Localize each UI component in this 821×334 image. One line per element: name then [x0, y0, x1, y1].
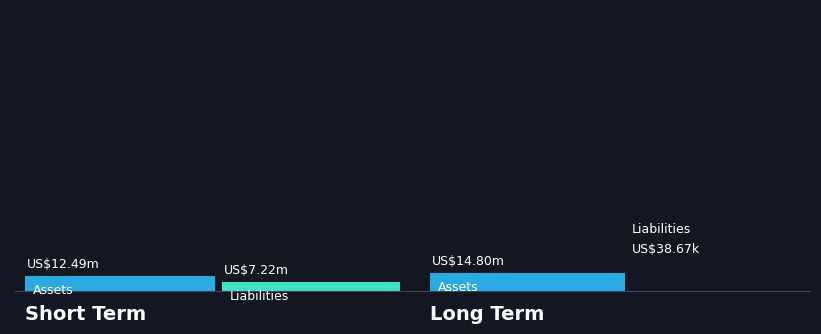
- Text: Liabilities: Liabilities: [632, 223, 691, 236]
- Text: Assets: Assets: [33, 284, 74, 297]
- Text: Assets: Assets: [438, 281, 479, 294]
- Text: US$12.49m: US$12.49m: [27, 258, 99, 271]
- Bar: [25, 276, 215, 291]
- Text: Short Term: Short Term: [25, 305, 146, 324]
- Text: Long Term: Long Term: [430, 305, 544, 324]
- Text: US$38.67k: US$38.67k: [632, 243, 700, 256]
- Bar: [430, 273, 625, 291]
- Text: US$14.80m: US$14.80m: [432, 255, 505, 268]
- Text: Liabilities: Liabilities: [230, 290, 289, 303]
- Text: US$7.22m: US$7.22m: [224, 264, 289, 277]
- Bar: [222, 282, 400, 291]
